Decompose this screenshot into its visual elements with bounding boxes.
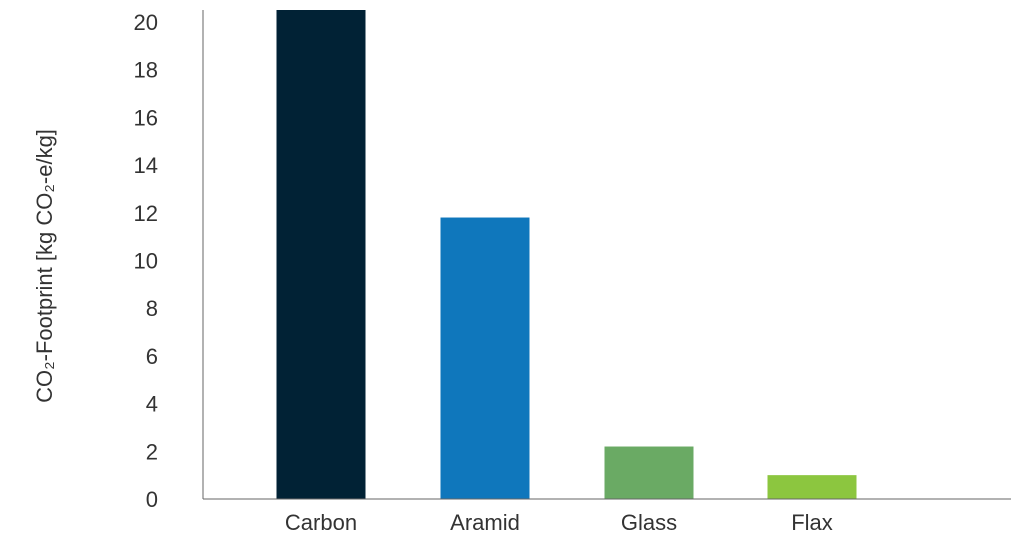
x-tick-label-aramid: Aramid [450,510,520,535]
x-tick-label-glass: Glass [621,510,677,535]
bar-glass [604,446,694,499]
y-axis-ticks: 0 2 4 6 8 10 12 14 16 18 20 [134,10,158,512]
bars [276,10,857,499]
y-tick-label: 6 [146,344,158,369]
y-tick-label: 10 [134,248,158,273]
y-tick-label: 12 [134,201,158,226]
x-axis-labels: Carbon Aramid Glass Flax [285,510,833,535]
x-tick-label-carbon: Carbon [285,510,357,535]
y-axis-title: CO₂-Footprint [kg CO₂-e/kg] [32,129,57,403]
y-tick-label: 8 [146,296,158,321]
y-tick-label: 18 [134,58,158,83]
y-tick-label: 16 [134,105,158,130]
bar-flax [767,475,857,499]
x-tick-label-flax: Flax [791,510,833,535]
bar-carbon [276,10,366,499]
y-tick-label: 14 [134,153,158,178]
y-tick-label: 0 [146,487,158,512]
y-tick-label: 2 [146,439,158,464]
bar-aramid [440,217,530,499]
y-tick-label: 20 [134,10,158,35]
y-tick-label: 4 [146,392,158,417]
